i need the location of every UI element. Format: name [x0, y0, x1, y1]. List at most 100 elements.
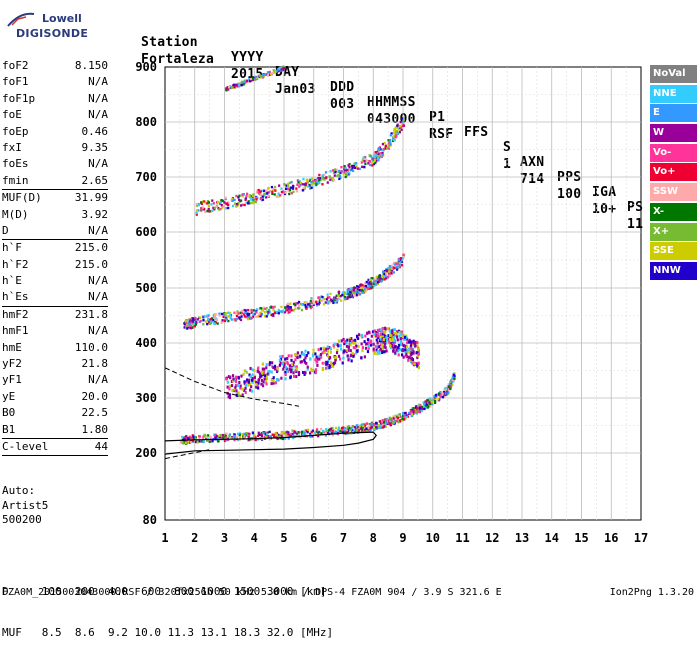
echo-point	[268, 430, 271, 434]
echo-point	[372, 162, 375, 166]
x-tick-label: 14	[545, 531, 559, 545]
echo-point	[367, 344, 370, 348]
echo-point	[392, 334, 395, 338]
echo-point	[275, 310, 278, 314]
echo-point	[306, 365, 309, 369]
echo-point	[437, 392, 441, 395]
echo-point	[324, 366, 328, 370]
y-tick-label: 400	[135, 336, 157, 350]
echo-point	[403, 415, 406, 418]
echo-point	[430, 399, 433, 403]
echo-point	[228, 433, 231, 436]
echo-point	[383, 330, 386, 334]
echo-point	[227, 85, 231, 89]
echo-point	[291, 187, 295, 190]
density-profile-line	[164, 431, 377, 455]
echo-point	[383, 425, 386, 428]
echo-point	[235, 314, 239, 318]
echo-point	[184, 325, 187, 328]
echo-point	[355, 285, 359, 288]
echo-point	[289, 375, 292, 379]
echo-point	[262, 367, 266, 371]
echo-point	[234, 202, 237, 205]
echo-point	[219, 201, 222, 204]
echo-point	[424, 400, 427, 403]
echo-point	[191, 322, 194, 325]
echo-point	[428, 401, 431, 404]
echo-point	[355, 164, 358, 168]
echo-point	[365, 342, 368, 346]
echo-point	[226, 87, 229, 90]
echo-point	[327, 300, 330, 303]
echo-point	[384, 425, 387, 428]
echo-point	[259, 313, 262, 316]
echo-point	[368, 284, 371, 288]
echo-point	[418, 406, 421, 410]
echo-point	[288, 367, 291, 371]
echo-point	[367, 162, 370, 165]
echo-point	[397, 420, 400, 424]
echo-point	[290, 308, 293, 312]
echo-point	[213, 314, 216, 318]
echo-point	[347, 164, 350, 167]
echo-point	[214, 436, 217, 440]
echo-point	[386, 146, 389, 150]
echo-point	[300, 308, 304, 312]
echo-point	[329, 350, 333, 354]
y-tick-label: 80	[143, 513, 157, 527]
echo-point	[249, 201, 253, 205]
echo-point	[329, 361, 333, 365]
echo-point	[350, 168, 353, 171]
echo-point	[326, 181, 329, 184]
echo-point	[326, 345, 329, 349]
echo-point	[229, 86, 233, 90]
echo-point	[400, 260, 403, 264]
echo-point	[281, 362, 284, 366]
echo-point	[237, 202, 240, 205]
echo-point	[299, 181, 302, 185]
echo-point	[410, 360, 413, 364]
echo-point	[381, 148, 384, 152]
echo-point	[275, 433, 279, 437]
echo-point	[273, 311, 277, 315]
param-name: h`F	[2, 241, 22, 255]
echo-point	[316, 363, 319, 367]
echo-point	[229, 311, 232, 315]
echo-point	[216, 322, 219, 325]
echo-point	[319, 352, 323, 356]
echo-point	[200, 201, 203, 204]
echo-point	[247, 432, 250, 435]
echo-point	[388, 329, 392, 333]
echo-point	[326, 354, 330, 358]
echo-point	[267, 191, 270, 194]
echo-point	[305, 178, 309, 182]
echo-point	[404, 350, 407, 354]
param-value: 44	[94, 439, 108, 453]
echo-point	[357, 293, 360, 296]
echo-point	[446, 392, 449, 396]
echo-point	[215, 318, 219, 321]
echo-point	[366, 331, 369, 335]
echo-point	[227, 395, 230, 399]
echo-point	[396, 268, 399, 271]
echo-point	[224, 314, 227, 318]
echo-point	[359, 293, 362, 296]
echo-point	[238, 436, 242, 439]
echo-point	[291, 432, 294, 436]
echo-point	[202, 315, 205, 319]
echo-point	[362, 425, 365, 428]
legend-item: X+	[650, 222, 697, 241]
echo-point	[203, 207, 206, 211]
echo-point	[288, 192, 291, 196]
echo-point	[211, 209, 214, 213]
echo-point	[272, 379, 275, 383]
echo-point	[451, 377, 454, 380]
echo-point	[315, 430, 318, 433]
echo-point	[358, 167, 361, 171]
echo-point	[268, 437, 272, 441]
echo-point	[225, 89, 228, 92]
echo-point	[290, 368, 293, 372]
echo-point	[284, 357, 287, 361]
echo-point	[234, 311, 237, 315]
echo-point	[426, 399, 429, 402]
